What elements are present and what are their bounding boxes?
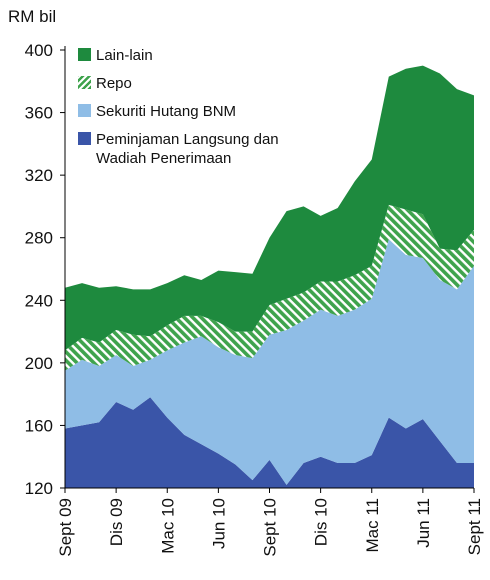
- x-tick-label: Sept 11: [465, 498, 484, 555]
- y-tick-label: 240: [25, 291, 53, 310]
- legend-label: Lain-lain: [96, 47, 153, 64]
- x-tick-label: Dis 10: [312, 498, 331, 546]
- legend-item: Repo: [78, 74, 286, 93]
- legend-item: Sekuriti Hutang BNM: [78, 102, 286, 121]
- x-tick-label: Dis 09: [107, 498, 126, 546]
- x-tick-label: Mac 11: [363, 498, 382, 553]
- legend-label: Sekuriti Hutang BNM: [96, 103, 237, 120]
- x-tick-label: Jun 11: [414, 498, 433, 548]
- area: [65, 204, 474, 371]
- y-tick-label: 120: [25, 479, 53, 498]
- area: [65, 65, 474, 351]
- legend-item: Lain-lain: [78, 46, 286, 65]
- x-tick-label: Sept 10: [261, 498, 280, 557]
- y-tick-label: 280: [25, 229, 53, 248]
- legend-swatch: [78, 132, 91, 145]
- legend-label: Repo: [96, 75, 132, 92]
- y-tick-label: 320: [25, 166, 53, 185]
- y-tick-label: 400: [25, 41, 53, 60]
- x-tick-label: Mac 10: [158, 498, 177, 554]
- legend-swatch: [78, 104, 91, 117]
- x-tick-label: Jun 10: [209, 498, 228, 549]
- x-tick-label: Sept 09: [56, 498, 75, 557]
- legend-item: Peminjaman Langsung dan Wadiah Penerimaa…: [78, 130, 286, 168]
- y-tick-label: 360: [25, 104, 53, 123]
- area: [65, 397, 474, 488]
- area: [65, 239, 474, 485]
- y-axis-label: RM bil: [8, 7, 56, 26]
- legend-swatch: [78, 48, 91, 61]
- legend: Lain-lain Repo Sekuriti Hutang BNM Peminjam…: [78, 46, 286, 177]
- y-tick-label: 160: [25, 416, 53, 435]
- legend-label: Peminjaman Langsung dan Wadiah Penerimaa…: [96, 131, 279, 167]
- legend-swatch: [78, 76, 91, 89]
- y-tick-label: 200: [25, 354, 53, 373]
